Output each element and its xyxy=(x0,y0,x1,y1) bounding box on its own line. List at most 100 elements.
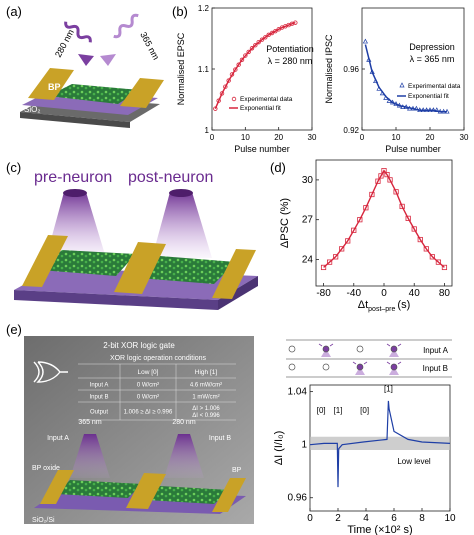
b-right-point xyxy=(386,98,392,103)
b-right-xtick-label: 30 xyxy=(460,133,469,142)
wavelength-365-label: 365 nm xyxy=(138,30,161,61)
panel-e: (e) 2-bit XOR logic gate XOR logic opera… xyxy=(6,322,456,535)
d-ylabel: ΔPSC (%) xyxy=(279,198,291,248)
b-left-point xyxy=(219,91,225,96)
light-ray-icon xyxy=(397,343,402,347)
d-point xyxy=(320,264,327,271)
b-right-point xyxy=(376,85,382,91)
xor-table-cell: Input A xyxy=(90,383,109,389)
panel-e-label: (e) xyxy=(6,322,22,337)
uv-beam-365-icon xyxy=(113,13,139,39)
post-neuron-lamp xyxy=(169,189,193,197)
xor-table-cell: 1.006 ≥ ΔI ≥ 0.996 xyxy=(124,410,173,416)
input-states xyxy=(288,343,402,375)
b-right-point xyxy=(410,105,416,111)
light-ray-icon xyxy=(386,361,391,365)
panel-d-label: (d) xyxy=(270,160,286,175)
b-right-point xyxy=(444,108,450,114)
xor-table-cell: Input B xyxy=(89,395,108,401)
b-left-xtick-label: 10 xyxy=(241,133,250,142)
inset-bp-oxide-label: BP oxide xyxy=(32,465,60,472)
lamp-off-icon xyxy=(288,363,296,371)
b-right-point xyxy=(366,56,372,62)
wavelength-280-label: 280 nm xyxy=(53,28,76,59)
d-point xyxy=(435,259,442,265)
b-right-point xyxy=(396,102,402,108)
d-point xyxy=(381,168,387,174)
b-left-point xyxy=(229,72,235,77)
b-left-point xyxy=(243,53,248,58)
e-ytick-label: 1 xyxy=(301,440,307,451)
bp-flake xyxy=(48,84,140,104)
b-right-point xyxy=(369,69,375,74)
d-fit-line xyxy=(323,169,445,268)
xor-table-cell: 1 mW/cm² xyxy=(192,395,219,401)
light-ray-icon xyxy=(397,361,402,365)
d-point xyxy=(363,205,369,211)
uv-beam-365-arrow-icon xyxy=(100,54,116,66)
d-xtick-label: -40 xyxy=(347,288,362,299)
b-right-point xyxy=(390,99,396,105)
sio2-layer-label: SiO₂ xyxy=(24,105,40,114)
b-left-point xyxy=(253,43,258,48)
b-left-fit-line xyxy=(214,21,296,110)
b-right-legend-fit: Exponential fit xyxy=(408,93,449,100)
b-left-point xyxy=(293,20,298,25)
d-ytick-label: 24 xyxy=(302,254,314,265)
b-left-point xyxy=(273,28,278,34)
c-electrode-middle xyxy=(114,242,166,294)
chart-b-left: 0 10 20 30 1 1.1 1.2 Pulse number Normalised EPS… xyxy=(176,4,317,154)
b-left-legend-data: Experimental data xyxy=(240,96,293,103)
panel-a-label: (a) xyxy=(6,4,22,19)
e-state-label: [0] xyxy=(360,406,369,415)
b-right-point xyxy=(383,95,389,100)
d-frame xyxy=(315,159,453,287)
b-right-legend-marker xyxy=(399,82,405,88)
b-right-ytick-label: 0.92 xyxy=(343,126,359,135)
xor-table-cell: 0 W/cm² xyxy=(137,395,159,401)
b-right-point xyxy=(437,108,443,114)
b-right-point xyxy=(420,107,426,113)
b-right-point xyxy=(427,107,433,113)
xor-gate-icon xyxy=(33,361,68,383)
e-ytick-label: 0.96 xyxy=(288,493,308,504)
d-point xyxy=(369,191,375,198)
pre-neuron-lamp xyxy=(63,189,87,197)
si-layer-label: Si xyxy=(24,119,31,128)
light-beam-icon xyxy=(389,352,399,357)
input-a-row-label: Input A xyxy=(423,346,449,355)
panel-c: (c) pre-neuron post-neuron xyxy=(6,160,258,310)
inset-beam-a xyxy=(70,434,110,478)
b-left-point xyxy=(233,67,238,72)
b-right-point xyxy=(400,104,406,109)
e-xtick-label: 10 xyxy=(444,513,456,524)
d-xtick-label: -80 xyxy=(316,288,331,299)
electrode-right xyxy=(120,78,164,108)
e-xlabel: Time (×10² s) xyxy=(347,524,412,535)
panel-c-label: (c) xyxy=(6,160,21,175)
e-ytick-label: 1.04 xyxy=(288,387,308,398)
lamp-on-icon xyxy=(356,363,364,371)
inset-electrode-left xyxy=(40,470,74,504)
b-right-ytick-label: 0.96 xyxy=(343,65,359,74)
e-xtick-label: 8 xyxy=(419,513,425,524)
c-bp-channel-right xyxy=(138,256,236,284)
d-point xyxy=(339,246,345,252)
b-left-point xyxy=(266,32,271,38)
lamp-on-icon xyxy=(322,345,330,353)
uv-beam-280-icon xyxy=(64,21,92,43)
d-point xyxy=(375,178,381,184)
d-point xyxy=(393,189,399,195)
d-point xyxy=(357,217,363,223)
b-left-point xyxy=(249,46,255,51)
c-electrode-right xyxy=(212,249,256,299)
b-left-xtick-label: 0 xyxy=(210,133,215,142)
b-left-ytick-label: 1.1 xyxy=(198,65,210,74)
d-xlabel: Δtpost–pre (s) xyxy=(358,299,410,313)
c-bp-channel-left xyxy=(40,250,136,276)
c-electrode-left xyxy=(22,235,68,287)
b-left-legend-fit: Exponential fit xyxy=(240,105,281,112)
inset-input-a-label: Input A xyxy=(47,435,69,442)
b-left-point xyxy=(246,49,251,55)
b-right-point xyxy=(362,38,368,44)
